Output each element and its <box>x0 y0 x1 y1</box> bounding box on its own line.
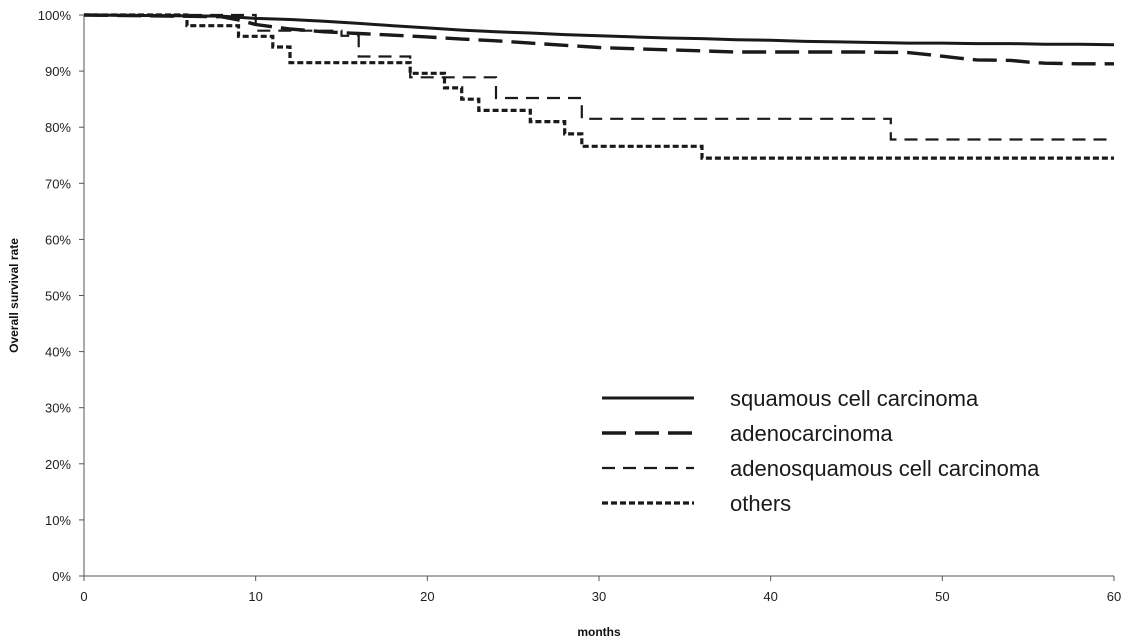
legend: squamous cell carcinoma adenocarcinoma ade… <box>602 386 1040 516</box>
y-tick-label: 10% <box>45 513 71 528</box>
x-tick-label: 60 <box>1107 589 1121 604</box>
y-axis-label: Overall survival rate <box>7 238 21 353</box>
x-axis-label: months <box>577 625 621 639</box>
legend-label-4: others <box>730 491 791 516</box>
x-tick-label: 50 <box>935 589 949 604</box>
y-tick-label: 80% <box>45 120 71 135</box>
x-axis-ticks: 0 10 20 30 40 50 60 <box>80 576 1121 604</box>
x-tick-label: 30 <box>592 589 606 604</box>
y-tick-label: 0% <box>52 569 71 584</box>
y-tick-label: 50% <box>45 289 71 304</box>
y-tick-label: 20% <box>45 457 71 472</box>
y-tick-label: 60% <box>45 232 71 247</box>
series-line-2 <box>83 13 1114 66</box>
x-tick-label: 40 <box>763 589 777 604</box>
series-lines <box>83 13 1115 160</box>
legend-label-3: adenosquamous cell carcinoma <box>730 456 1040 481</box>
y-tick-label: 90% <box>45 64 71 79</box>
plot-frame <box>83 15 1114 577</box>
y-tick-label: 100% <box>38 8 72 23</box>
y-tick-label: 70% <box>45 176 71 191</box>
y-tick-label: 30% <box>45 401 71 416</box>
x-tick-label: 0 <box>80 589 87 604</box>
y-axis-ticks: 0% 10% 20% 30% 40% 50% 60% 70% 80% 90% 100% <box>38 8 84 584</box>
legend-label-1: squamous cell carcinoma <box>730 386 979 411</box>
x-tick-label: 10 <box>248 589 262 604</box>
y-tick-label: 40% <box>45 345 71 360</box>
x-tick-label: 20 <box>420 589 434 604</box>
series-line-1 <box>83 13 1115 47</box>
legend-label-2: adenocarcinoma <box>730 421 893 446</box>
series-line-4 <box>84 13 1114 160</box>
